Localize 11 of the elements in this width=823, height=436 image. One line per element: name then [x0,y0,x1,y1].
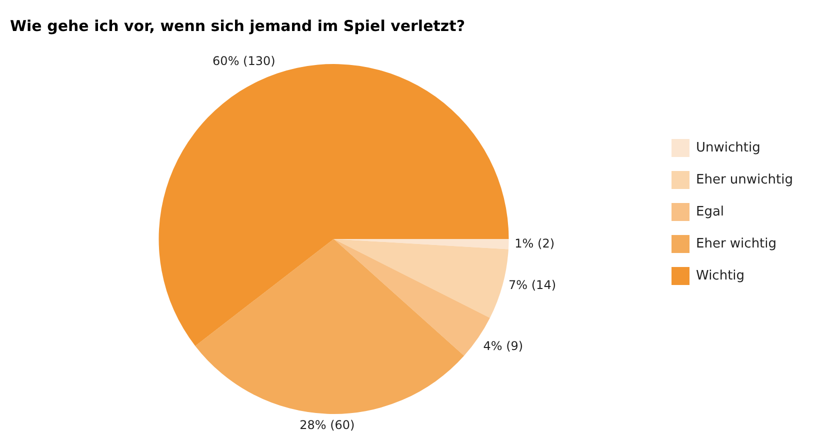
legend-label: Eher unwichtig [696,172,793,188]
legend-label: Eher wichtig [696,236,777,252]
data-label: 1% (2) [514,236,555,250]
data-label: 28% (60) [300,418,355,432]
data-label: 7% (14) [508,278,556,292]
legend-label: Unwichtig [696,140,760,156]
legend-label: Egal [696,204,724,220]
legend-label: Wichtig [696,268,745,284]
chart-title: Wie gehe ich vor, wenn sich jemand im Spiel verletzt? [10,16,466,35]
data-label: 60% (130) [212,54,276,68]
data-label: 4% (9) [483,339,524,354]
